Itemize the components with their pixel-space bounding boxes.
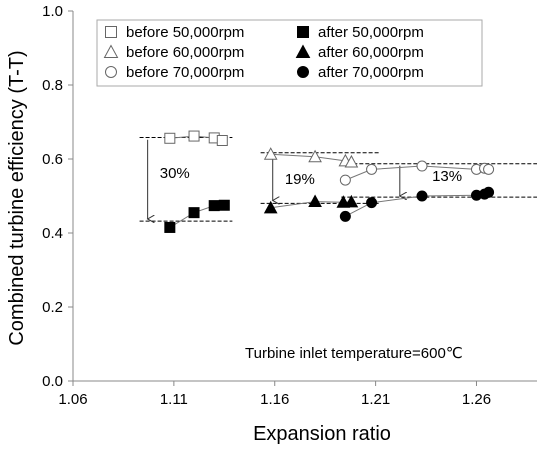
legend: before 50,000rpm after 50,000rpm before 60… <box>96 19 483 87</box>
y-axis: 0.0 0.2 0.4 0.6 0.8 1.0 <box>42 3 74 390</box>
data-point-circle-open <box>105 66 117 78</box>
data-point-circle-filled <box>416 190 428 202</box>
y-tick-label: 0.0 <box>42 373 63 390</box>
legend-label: before 60,000rpm <box>126 44 244 61</box>
x-tick-label: 1.26 <box>462 391 491 408</box>
data-point-circle-filled <box>483 186 495 198</box>
data-markers <box>164 130 495 233</box>
series-line <box>270 201 352 209</box>
data-point-square-open <box>164 132 176 144</box>
data-point-triangle-open <box>308 149 322 163</box>
data-point-triangle-filled <box>295 44 311 58</box>
drop-label: 13% <box>432 168 462 185</box>
reference-lines <box>139 137 537 222</box>
data-point-square-filled <box>208 200 220 212</box>
drop-label: 19% <box>285 171 315 188</box>
data-point-triangle-open <box>263 147 278 160</box>
data-point-circle-open <box>339 174 351 186</box>
data-point-square-filled <box>297 26 309 38</box>
drop-label: 30% <box>160 165 190 182</box>
y-tick-label: 0.2 <box>42 299 63 316</box>
y-axis-title: Combined turbine efficiency (T-T) <box>6 50 28 345</box>
data-point-circle-open <box>483 163 495 175</box>
y-tick-label: 1.0 <box>42 3 63 20</box>
data-point-square-open <box>216 135 228 146</box>
data-point-circle-open <box>366 163 378 175</box>
data-point-triangle-filled <box>263 200 278 214</box>
drop-arrows: 30% 19% 13% <box>148 139 462 219</box>
x-axis-title: Expansion ratio <box>253 423 391 445</box>
data-point-circle-filled <box>366 197 378 209</box>
data-point-square-filled <box>218 199 230 211</box>
legend-label: after 60,000rpm <box>318 44 424 61</box>
data-point-square-open <box>105 26 117 38</box>
data-point-triangle-open <box>103 44 119 58</box>
y-tick-label: 0.4 <box>42 225 63 242</box>
legend-box <box>96 19 483 87</box>
data-point-square-filled <box>188 207 200 219</box>
data-point-square-open <box>188 130 200 142</box>
legend-label: after 50,000rpm <box>318 24 424 41</box>
data-point-circle-filled <box>339 210 351 222</box>
data-point-circle-filled <box>297 66 309 78</box>
x-axis: 1.06 1.11 1.16 1.21 1.26 <box>58 380 537 408</box>
x-tick-label: 1.21 <box>361 391 390 408</box>
data-point-square-filled <box>164 221 176 233</box>
x-tick-label: 1.16 <box>260 391 289 408</box>
data-point-circle-open <box>416 160 428 172</box>
legend-label: before 70,000rpm <box>126 64 244 81</box>
y-tick-label: 0.8 <box>42 77 63 94</box>
x-tick-label: 1.11 <box>160 391 188 408</box>
data-point-triangle-filled <box>344 194 359 208</box>
x-tick-label: 1.06 <box>58 391 87 408</box>
legend-label: after 70,000rpm <box>318 64 424 81</box>
temperature-annotation: Turbine inlet temperature=600℃ <box>245 345 463 362</box>
data-point-triangle-open <box>344 154 359 168</box>
y-tick-label: 0.6 <box>42 151 63 168</box>
data-point-triangle-filled <box>308 194 322 208</box>
legend-label: before 50,000rpm <box>126 24 244 41</box>
